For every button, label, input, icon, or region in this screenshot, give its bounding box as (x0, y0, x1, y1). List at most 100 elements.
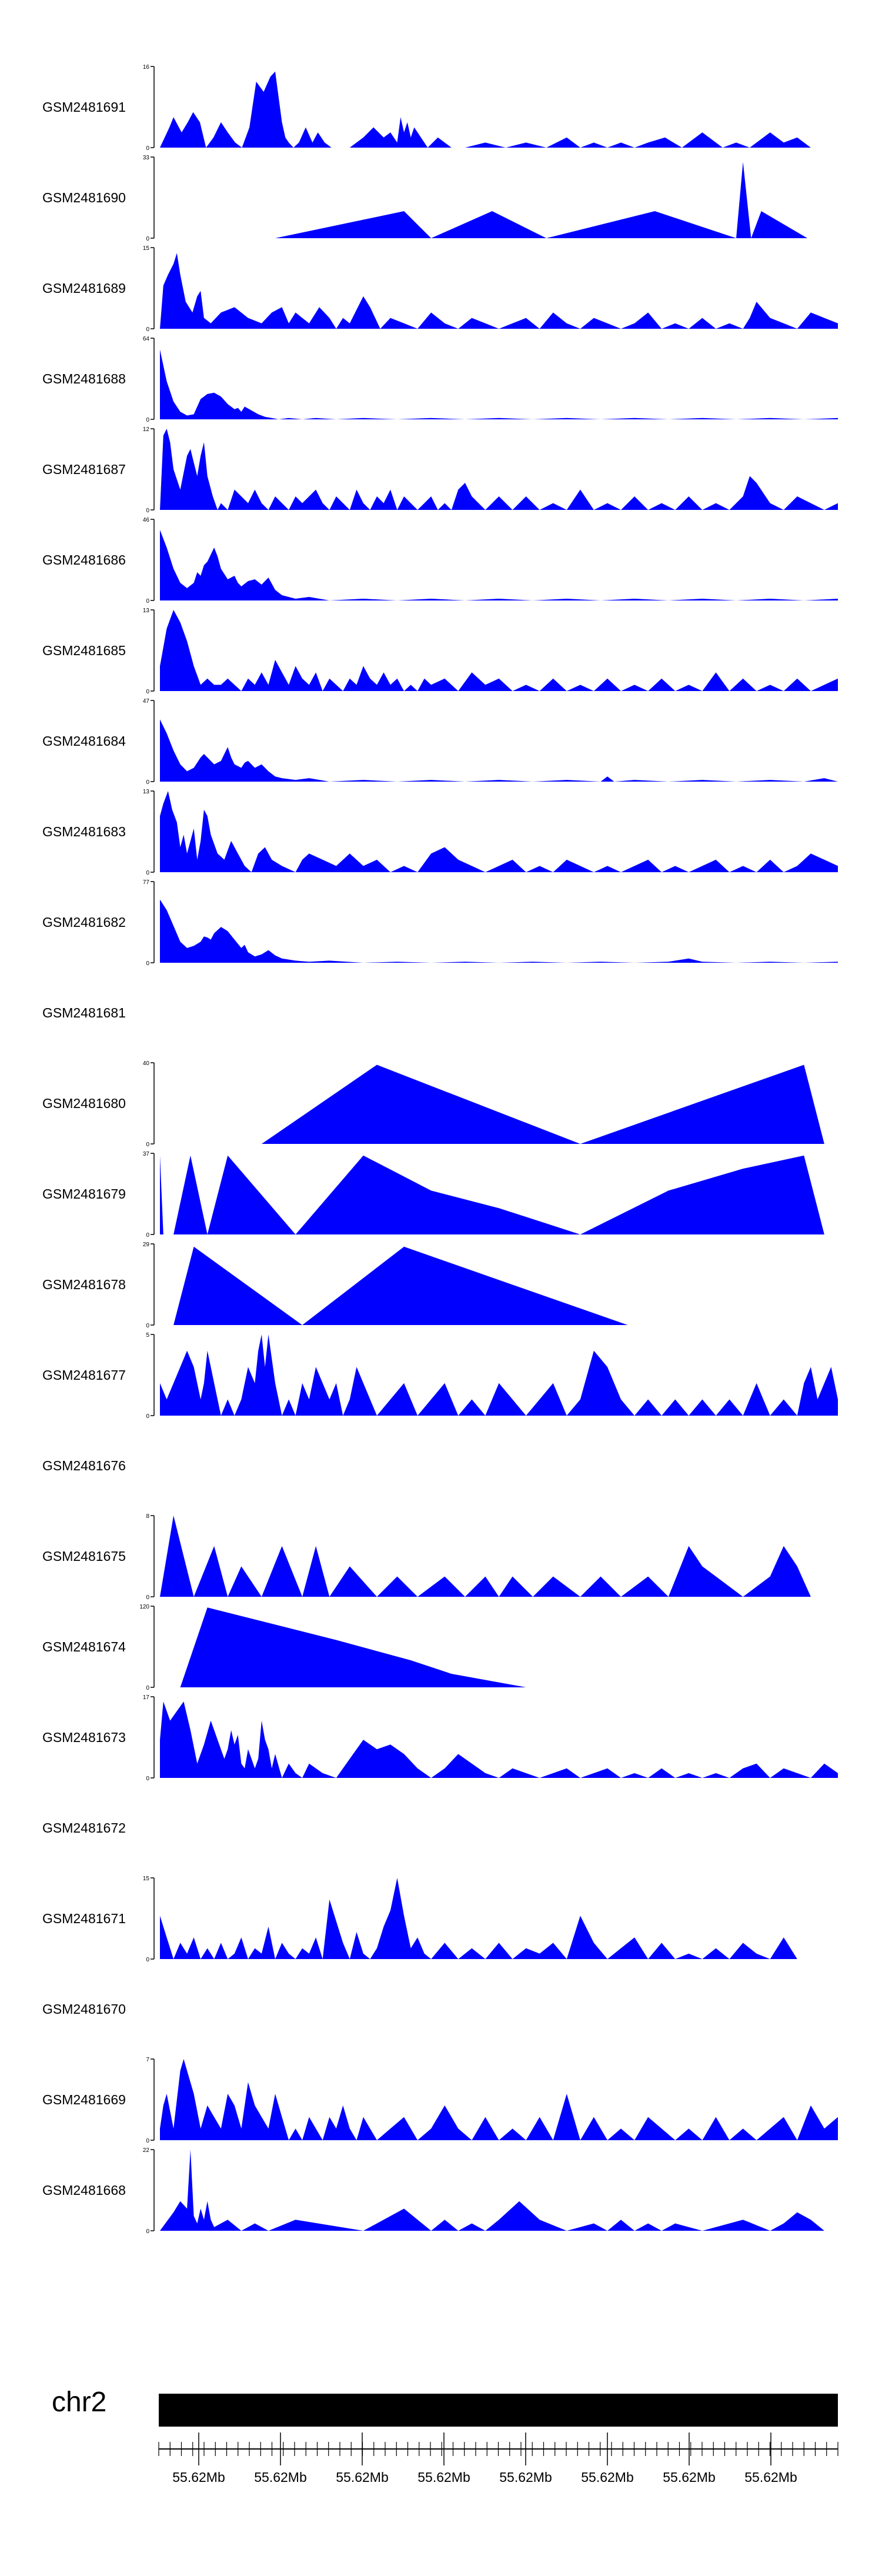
track-label: GSM2481678 (42, 1277, 126, 1292)
track-GSM2481674: GSM2481674 120 0 (42, 1604, 526, 1691)
y-min-label: 0 (146, 1323, 149, 1329)
track-label: GSM2481668 (42, 2183, 126, 2198)
y-max-label: 5 (146, 1332, 149, 1339)
y-max-label: 29 (143, 1242, 150, 1248)
y-max-label: 46 (143, 517, 150, 523)
y-min-label: 0 (146, 870, 149, 876)
track-label: GSM2481680 (42, 1096, 126, 1111)
coverage-area (160, 1878, 811, 1959)
coverage-area (160, 349, 838, 419)
y-max-label: 7 (146, 2057, 149, 2063)
data-tracks: GSM2481691160GSM2481690330GSM2481689150G… (42, 64, 838, 2235)
track-GSM2481675: GSM2481675 8 0 (42, 1513, 811, 1601)
genome-tick-label: 55.62Mb (744, 2470, 797, 2485)
track-label: GSM2481677 (42, 1367, 126, 1383)
track-GSM2481681: GSM2481681 (42, 1005, 126, 1020)
chromosome-label: chr2 (52, 2387, 106, 2418)
track-label: GSM2481688 (42, 371, 126, 386)
track-GSM2481680: GSM2481680 40 0 (42, 1060, 824, 1148)
track-label: GSM2481671 (42, 1911, 126, 1926)
genome-tick-label: 55.62Mb (254, 2470, 307, 2485)
genome-axis-panel: chr2 55.62Mb 55.62Mb 55.62Mb 55.62Mb 55.62Mb… (52, 2387, 838, 2485)
track-label: GSM2481669 (42, 2092, 126, 2107)
track-GSM2481686: GSM2481686 46 0 (42, 517, 838, 605)
coverage-area (261, 1065, 824, 1144)
track-label: GSM2481683 (42, 824, 126, 839)
y-max-label: 8 (146, 1513, 149, 1520)
coverage-area (275, 162, 808, 238)
track-GSM2481673: GSM2481673 17 0 (42, 1694, 838, 1782)
coverage-area (160, 1516, 811, 1597)
y-max-label: 13 (143, 608, 150, 614)
coverage-area (160, 71, 821, 148)
coverage-area (160, 899, 838, 963)
chromosome-ideogram (159, 2394, 838, 2427)
coverage-area (160, 253, 838, 329)
y-min-label: 0 (146, 1413, 149, 1420)
genome-tick-label: 55.62Mb (336, 2470, 389, 2485)
coverage-area (160, 530, 838, 600)
coverage-area (160, 719, 838, 782)
y-max-label: 13 (143, 789, 150, 795)
track-GSM2481683: GSM2481683 13 0 (42, 789, 838, 876)
coverage-area (160, 1701, 838, 1778)
track-label: GSM2481674 (42, 1639, 126, 1654)
y-min-label: 0 (146, 1776, 149, 1782)
track-GSM2481669: GSM2481669 7 0 (42, 2057, 838, 2144)
y-min-label: 0 (146, 417, 149, 423)
y-min-label: 0 (146, 1142, 149, 1148)
track-GSM2481670: GSM2481670 (42, 2001, 126, 2017)
track-label: GSM2481679 (42, 1186, 126, 1202)
coverage-area (173, 1246, 628, 1325)
y-max-label: 47 (143, 698, 150, 705)
track-GSM2481678: GSM2481678 29 0 (42, 1242, 628, 1329)
coverage-area (160, 2059, 838, 2140)
y-max-label: 15 (143, 245, 150, 252)
y-min-label: 0 (146, 2228, 149, 2235)
track-label: GSM2481691 (42, 99, 126, 115)
y-max-label: 77 (143, 879, 150, 886)
track-GSM2481685: GSM2481685 13 0 (42, 608, 838, 695)
y-min-label: 0 (146, 1957, 149, 1963)
y-max-label: 16 (143, 64, 150, 71)
track-GSM2481677: GSM2481677 5 0 (42, 1332, 838, 1420)
y-max-label: 12 (143, 426, 150, 433)
track-label: GSM2481685 (42, 643, 126, 658)
y-max-label: 33 (143, 155, 150, 161)
genome-tick-label: 55.62Mb (417, 2470, 470, 2485)
coverage-area (160, 791, 838, 872)
coverage-area (160, 1334, 838, 1416)
y-min-label: 0 (146, 145, 149, 152)
track-GSM2481672: GSM2481672 (42, 1820, 126, 1836)
coverage-area (160, 1155, 824, 1234)
track-GSM2481671: GSM2481671 15 0 (42, 1876, 811, 1963)
y-min-label: 0 (146, 508, 149, 514)
y-min-label: 0 (146, 1685, 149, 1691)
track-GSM2481687: GSM2481687 12 0 (42, 426, 838, 514)
track-GSM2481679: GSM2481679 37 0 (42, 1151, 824, 1239)
y-max-label: 17 (143, 1694, 150, 1701)
y-min-label: 0 (146, 1232, 149, 1239)
track-label: GSM2481684 (42, 733, 126, 749)
track-GSM2481689: GSM2481689 15 0 (42, 245, 838, 333)
coverage-area (160, 429, 838, 510)
y-max-label: 15 (143, 1876, 150, 1882)
track-GSM2481691: GSM2481691 16 0 (42, 64, 821, 152)
track-GSM2481668: GSM2481668 22 0 (42, 2147, 824, 2235)
y-min-label: 0 (146, 326, 149, 333)
genome-tick-label: 55.62Mb (172, 2470, 225, 2485)
genome-axis-ticks: 55.62Mb 55.62Mb 55.62Mb 55.62Mb 55.62Mb 55.62… (158, 2432, 838, 2485)
y-max-label: 64 (143, 336, 150, 342)
y-min-label: 0 (146, 1594, 149, 1601)
y-max-label: 37 (143, 1151, 150, 1157)
track-label: GSM2481682 (42, 915, 126, 930)
track-label: GSM2481681 (42, 1005, 126, 1020)
y-min-label: 0 (146, 689, 149, 695)
track-label: GSM2481675 (42, 1549, 126, 1564)
coverage-area (180, 1607, 526, 1687)
coverage-area (160, 610, 838, 691)
coverage-area (160, 2150, 824, 2231)
track-label: GSM2481670 (42, 2001, 126, 2017)
genome-tick-label: 55.62Mb (663, 2470, 716, 2485)
track-GSM2481688: GSM2481688 64 0 (42, 336, 838, 423)
